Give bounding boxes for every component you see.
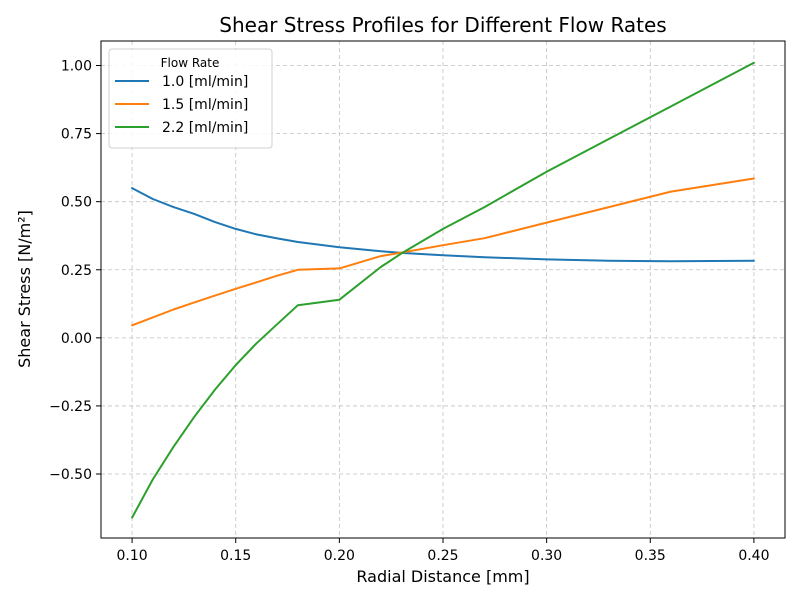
y-tick-label: 0.50 <box>61 195 92 211</box>
legend-label: 1.0 [ml/min] <box>162 74 248 90</box>
series-lines <box>131 61 755 519</box>
x-tick-label: 0.30 <box>531 548 562 564</box>
legend: Flow Rate 1.0 [ml/min] 1.5 [ml/min] 2.2 [m… <box>108 48 273 149</box>
chart-title: Shear Stress Profiles for Different Flow… <box>219 13 666 37</box>
x-axis-ticks: 0.10 0.15 0.20 0.25 0.30 0.35 0.40 <box>117 538 769 564</box>
x-tick-label: 0.10 <box>117 548 148 564</box>
y-tick-label: −0.25 <box>49 399 92 415</box>
x-tick-label: 0.35 <box>635 548 666 564</box>
legend-box <box>108 48 273 149</box>
legend-label: 2.2 [ml/min] <box>162 120 248 136</box>
y-tick-label: 0.25 <box>61 263 92 279</box>
y-tick-label: 1.00 <box>61 59 92 75</box>
y-tick-label: 0.75 <box>61 127 92 143</box>
x-tick-label: 0.20 <box>324 548 355 564</box>
y-tick-label: 0.00 <box>61 331 92 347</box>
legend-label: 1.5 [ml/min] <box>162 97 248 113</box>
x-tick-label: 0.25 <box>427 548 458 564</box>
x-tick-label: 0.15 <box>220 548 251 564</box>
series-line-2 <box>131 177 755 327</box>
series-line-1 <box>131 187 755 263</box>
y-axis-title: Shear Stress [N/m²] <box>15 210 34 368</box>
y-tick-label: −0.50 <box>49 467 92 483</box>
y-axis-ticks: −0.50 −0.25 0.00 0.25 0.50 0.75 1.00 <box>49 59 101 483</box>
legend-title: Flow Rate <box>161 56 220 70</box>
x-axis-title: Radial Distance [mm] <box>356 567 529 586</box>
x-tick-label: 0.40 <box>738 548 769 564</box>
series-line-3 <box>131 61 755 519</box>
